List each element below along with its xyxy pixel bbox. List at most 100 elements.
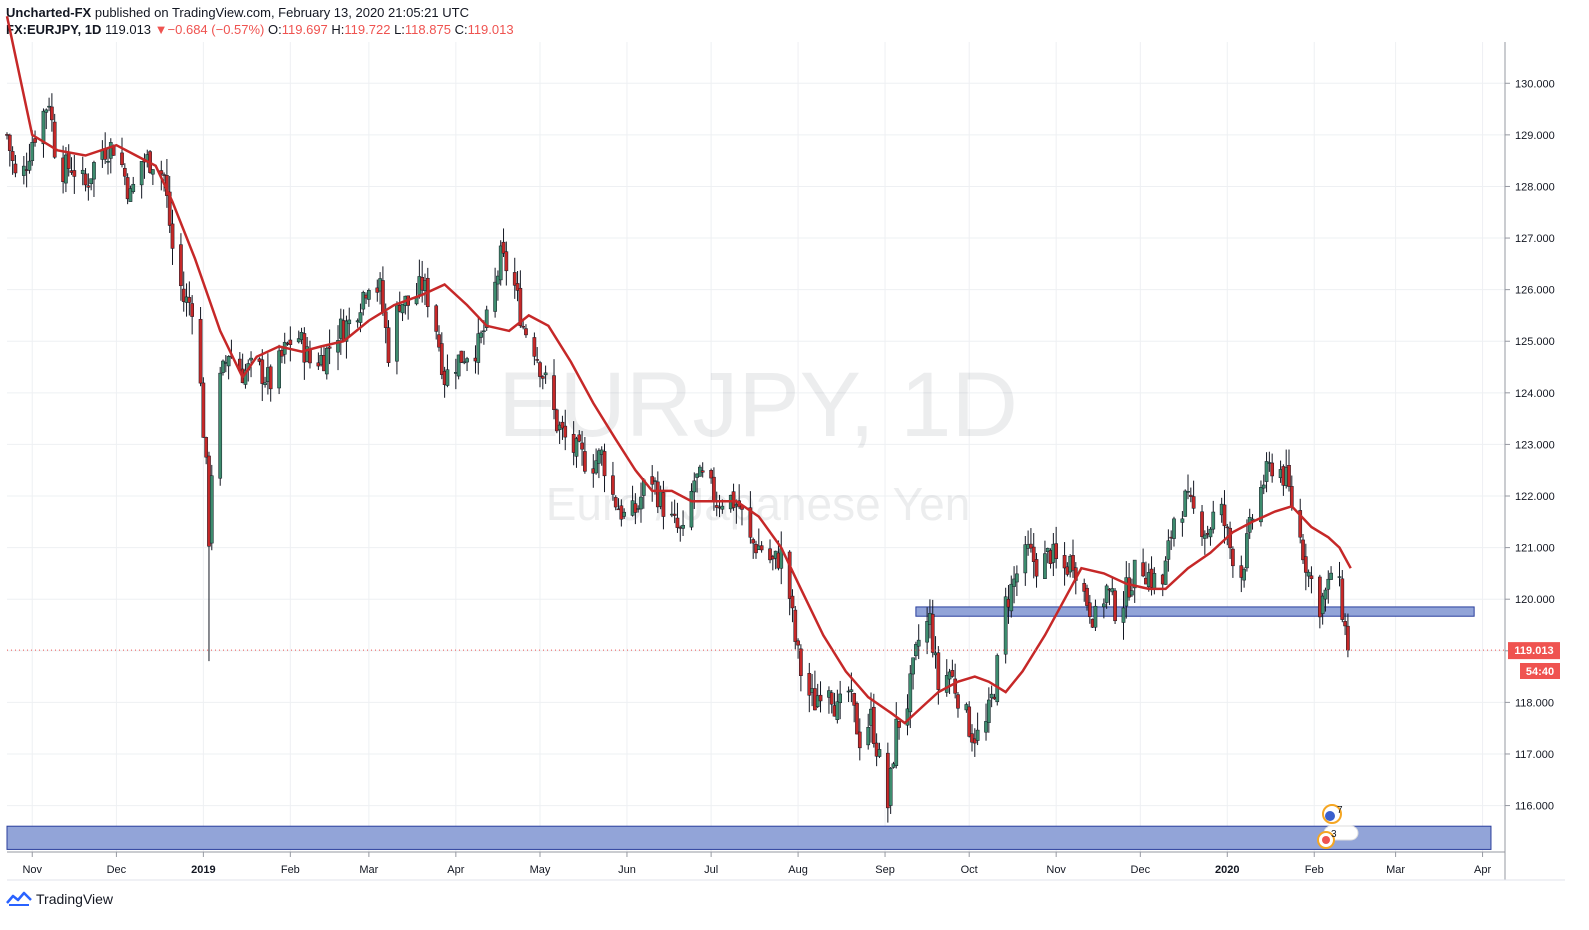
candle-down	[633, 503, 638, 513]
x-tick-label: Mar	[1386, 864, 1405, 876]
candle-down	[560, 421, 565, 429]
candle-up	[1264, 461, 1269, 482]
y-tick-label: 127.000	[1515, 233, 1555, 245]
candle-down	[521, 326, 526, 328]
x-tick-label: Apr	[447, 864, 464, 876]
event-badges[interactable]: 7 3	[1317, 804, 1359, 849]
x-tick-label: May	[530, 864, 551, 876]
candle-down	[552, 375, 556, 410]
candle-up	[44, 109, 49, 113]
candle-down	[1346, 625, 1350, 651]
candle-down	[1303, 556, 1308, 573]
symbol-label[interactable]: FX:EURJPY, 1D	[6, 22, 102, 37]
candle-down	[1071, 555, 1075, 571]
candle-up	[594, 460, 598, 474]
candle-up	[597, 450, 601, 464]
candle-down	[386, 327, 391, 363]
zone-rect	[6, 825, 1492, 850]
x-tick-label: 2020	[1215, 864, 1239, 876]
candle-up	[908, 673, 913, 713]
candle-up	[622, 511, 627, 517]
candle-down	[268, 366, 273, 390]
footer-brand[interactable]: TradingView	[36, 891, 114, 907]
candle-up	[1093, 605, 1098, 628]
candle-up	[1323, 589, 1328, 600]
candle-down	[661, 492, 666, 517]
candle-down	[807, 673, 812, 696]
zones	[6, 606, 1492, 850]
candle-down	[768, 548, 772, 561]
x-tick-label: Nov	[22, 864, 42, 876]
candle-down	[518, 287, 523, 327]
low-label: L:	[394, 22, 405, 37]
candle-up	[1337, 576, 1342, 578]
candle-up	[975, 729, 980, 741]
candle-up	[482, 330, 486, 333]
candle-up	[986, 699, 991, 723]
candle-down	[72, 170, 77, 177]
candle-down	[512, 272, 517, 286]
candle-down	[504, 251, 509, 272]
candle-down	[712, 476, 716, 503]
candle-down	[540, 376, 545, 379]
candle-down	[288, 339, 293, 345]
open-label: O:	[268, 22, 282, 37]
candle-up	[80, 169, 85, 174]
candle-down	[1188, 494, 1193, 497]
candle-up	[1259, 487, 1263, 523]
candle-up	[1152, 573, 1157, 590]
candle-up	[1186, 491, 1190, 493]
event-badge-lower[interactable]: 3	[1317, 825, 1359, 849]
candle-down	[577, 434, 582, 442]
candle-down	[956, 694, 960, 709]
x-tick-label: Jun	[618, 864, 636, 876]
candle-up	[911, 657, 915, 675]
candle-down	[1127, 577, 1131, 598]
candle-up	[574, 438, 579, 457]
candle-down	[731, 491, 736, 508]
y-tick-label: 122.000	[1515, 491, 1555, 503]
close-label: C:	[454, 22, 468, 37]
candle-up	[984, 721, 988, 733]
candle-up	[400, 303, 405, 314]
zone-rect	[915, 606, 1475, 617]
event-badge-upper[interactable]: 7	[1322, 804, 1343, 824]
candle-down	[818, 694, 823, 702]
candle-up	[445, 369, 450, 386]
change-value: −0.684 (−0.57%)	[167, 22, 265, 37]
candle-up	[209, 475, 214, 544]
candle-down	[125, 177, 130, 200]
candle-down	[790, 595, 795, 609]
x-tick-label: Apr	[1474, 864, 1491, 876]
candle-down	[162, 174, 166, 176]
published-text: published on TradingView.com, February 1…	[94, 5, 469, 20]
candle-down	[538, 362, 542, 377]
candle-up	[1121, 607, 1126, 623]
candle-down	[120, 152, 124, 166]
candle-down	[204, 437, 209, 458]
y-tick-label: 124.000	[1515, 388, 1555, 400]
candle-down	[829, 692, 834, 705]
candle-up	[849, 689, 854, 692]
candle-down	[1225, 526, 1230, 529]
publisher-name[interactable]: Uncharted-FX	[6, 5, 92, 20]
candle-down	[936, 652, 941, 690]
last-price-value: 119.013	[1514, 645, 1553, 657]
candle-down	[532, 337, 537, 357]
candle-up	[92, 162, 96, 180]
x-tick-label: 2019	[191, 864, 215, 876]
candle-down	[190, 303, 194, 317]
candle-down	[613, 497, 618, 508]
candle-up	[498, 245, 503, 281]
candle-up	[336, 340, 340, 353]
y-tick-label: 125.000	[1515, 336, 1555, 348]
last-price: 119.013	[105, 22, 152, 37]
candle-up	[263, 382, 267, 385]
candle-down	[434, 305, 439, 332]
candle-down	[871, 706, 876, 744]
last-price-tag: 119.013 54:40	[1508, 642, 1560, 679]
candle-up	[838, 693, 843, 704]
candles	[5, 93, 1350, 823]
candle-down	[1029, 543, 1033, 549]
